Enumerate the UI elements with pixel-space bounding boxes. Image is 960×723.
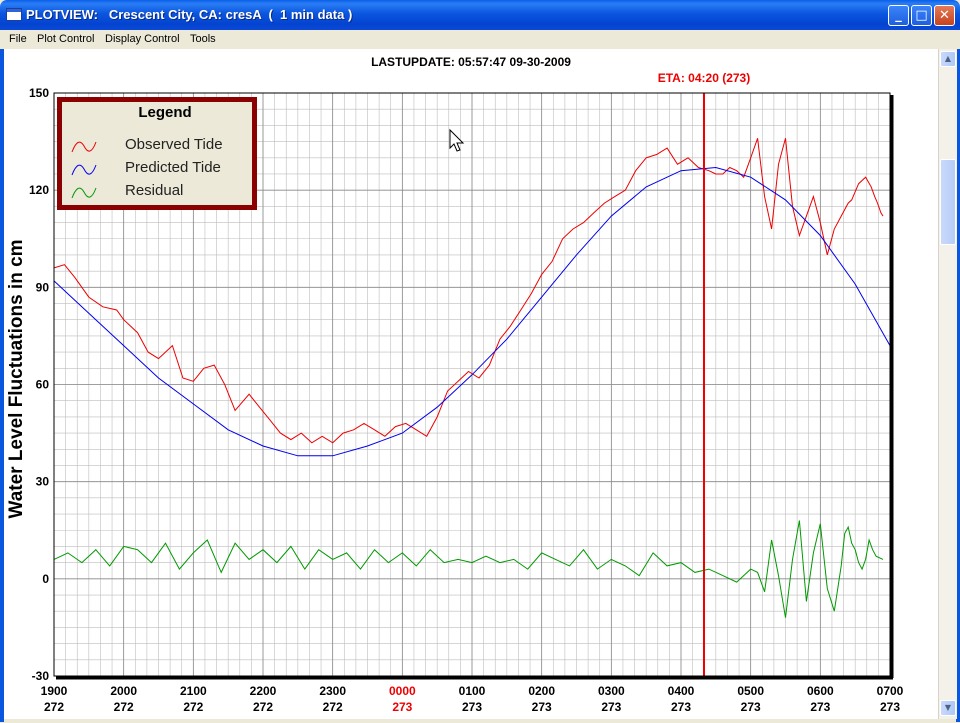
menu-tools[interactable]: Tools <box>190 33 216 45</box>
x-tick-day-label: 273 <box>601 700 621 714</box>
predicted-legend-swatch <box>71 164 97 176</box>
predicted-tide-line <box>53 166 891 457</box>
window-title: PLOTVIEW: Crescent City, CA: cresA ( 1 m… <box>26 7 353 22</box>
y-tick-label: 90 <box>36 280 50 294</box>
x-tick-day-label: 273 <box>880 700 900 714</box>
x-tick-day-label: 272 <box>253 700 273 714</box>
menu-plot-control[interactable]: Plot Control <box>37 33 95 45</box>
x-tick-day-label: 273 <box>532 700 552 714</box>
x-tick-time-label: 0700 <box>877 684 904 698</box>
x-tick-day-label: 272 <box>323 700 343 714</box>
title-bar[interactable]: PLOTVIEW: Crescent City, CA: cresA ( 1 m… <box>0 0 960 30</box>
y-tick-labels: -30 0 30 60 90 120 150 <box>29 86 49 683</box>
x-tick-time-label: 0300 <box>598 684 625 698</box>
menu-file[interactable]: File <box>9 33 27 45</box>
x-tick-day-label: 272 <box>44 700 64 714</box>
plot-area: -30 0 30 60 90 120 150 1900 272 2000 272 2100 272 22… <box>4 49 938 719</box>
y-axis-label: Water Level Fluctuations in cm <box>6 239 27 518</box>
y-tick-label: 30 <box>36 475 50 489</box>
legend-predicted-label: Predicted Tide <box>125 159 221 176</box>
residual-line <box>53 520 884 618</box>
x-tick-labels: 1900 272 2000 272 2100 272 2200 272 2300 272 0000 2… <box>41 684 904 714</box>
app-icon <box>6 8 22 21</box>
maximize-icon: □ <box>915 8 928 23</box>
x-tick-time-label: 2000 <box>110 684 137 698</box>
y-tick-label: 60 <box>36 378 50 392</box>
plot-frame-shadow <box>56 95 894 680</box>
window-frame-left <box>0 30 4 722</box>
minimize-button[interactable]: _ <box>888 5 909 26</box>
close-button[interactable]: ✕ <box>934 5 955 26</box>
vertical-scrollbar[interactable]: ▲ ▼ <box>938 49 957 719</box>
observed-tide-line <box>53 138 884 444</box>
window-frame-right <box>956 30 960 722</box>
minimize-icon: _ <box>895 8 902 23</box>
x-tick-time-label: 0500 <box>737 684 764 698</box>
y-tick-label: 150 <box>29 86 49 100</box>
residual-legend-swatch <box>71 187 97 199</box>
x-tick-time-label: 0000 <box>389 684 416 698</box>
tide-chart: -30 0 30 60 90 120 150 1900 272 2000 272 2100 272 22… <box>6 55 904 714</box>
mouse-cursor-icon <box>449 128 465 152</box>
observed-legend-swatch <box>71 141 97 153</box>
maximize-button[interactable]: □ <box>911 5 932 26</box>
x-tick-day-label: 273 <box>462 700 482 714</box>
menu-display-control[interactable]: Display Control <box>105 33 180 45</box>
scroll-thumb[interactable] <box>940 159 956 245</box>
legend-background <box>62 102 252 205</box>
last-update-label: LASTUPDATE: 05:57:47 09-30-2009 <box>371 55 571 69</box>
x-tick-time-label: 0600 <box>807 684 834 698</box>
x-tick-day-label: 272 <box>114 700 134 714</box>
x-tick-time-label: 2100 <box>180 684 207 698</box>
legend-title: Legend <box>138 104 191 121</box>
x-tick-time-label: 1900 <box>41 684 68 698</box>
x-tick-time-label: 0200 <box>528 684 555 698</box>
scroll-down-button[interactable]: ▼ <box>940 700 956 716</box>
x-tick-time-label: 0400 <box>668 684 695 698</box>
y-tick-label: -30 <box>32 669 50 683</box>
x-tick-day-label: 273 <box>671 700 691 714</box>
x-tick-time-label: 2200 <box>250 684 277 698</box>
legend-residual-label: Residual <box>125 182 183 199</box>
plot-frame <box>53 92 891 677</box>
eta-label: ETA: 04:20 (273) <box>658 71 750 85</box>
series-layer <box>53 138 891 618</box>
close-icon: ✕ <box>939 8 950 23</box>
x-tick-day-label: 273 <box>392 700 412 714</box>
x-tick-day-label: 272 <box>183 700 203 714</box>
x-tick-day-label: 273 <box>810 700 830 714</box>
scroll-up-button[interactable]: ▲ <box>940 51 956 67</box>
x-tick-time-label: 2300 <box>319 684 346 698</box>
x-tick-time-label: 0100 <box>459 684 486 698</box>
y-tick-label: 120 <box>29 183 49 197</box>
x-tick-day-label: 273 <box>741 700 761 714</box>
y-tick-label: 0 <box>42 572 49 586</box>
menu-bar: File Plot Control Display Control Tools <box>0 30 960 49</box>
legend-observed-label: Observed Tide <box>125 136 223 153</box>
legend: Legend Observed Tide Predicted Tide Resi… <box>57 97 257 210</box>
